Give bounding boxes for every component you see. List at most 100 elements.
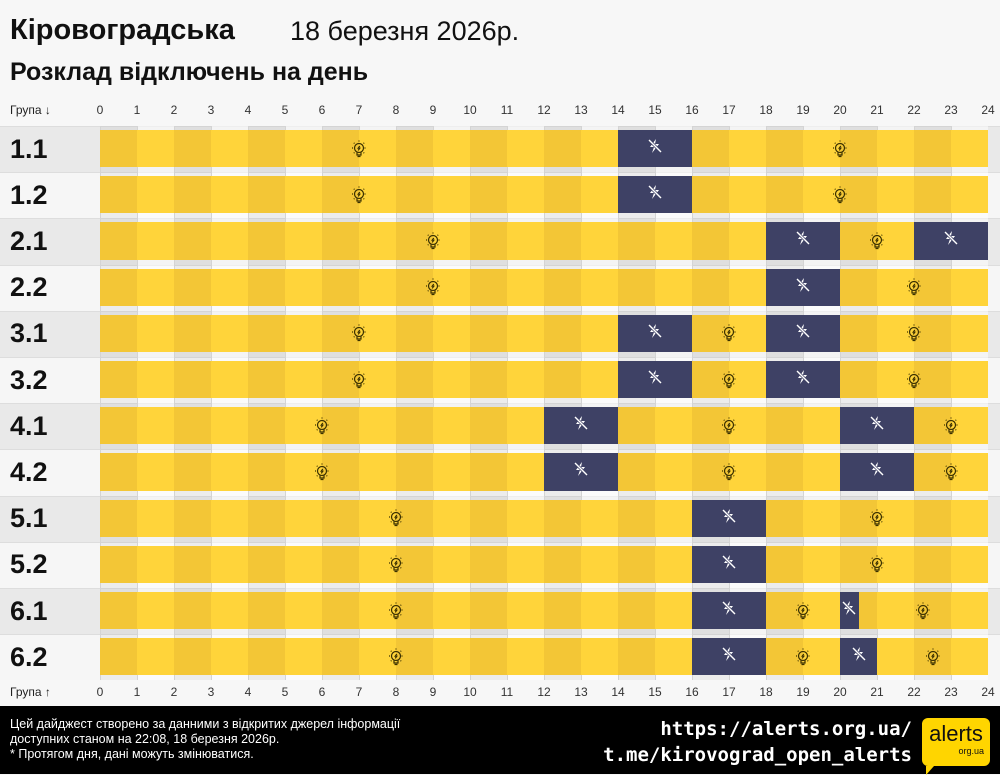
no-power-icon (646, 368, 664, 391)
no-power-icon (942, 229, 960, 252)
power-on-cell (544, 545, 581, 583)
power-on-cell (914, 268, 951, 306)
power-on-cell (248, 592, 285, 630)
power-on-cell (433, 361, 470, 399)
power-on-cell (914, 176, 951, 214)
tick-label-top: 14 (611, 103, 625, 117)
tick-label-top: 8 (392, 103, 400, 117)
power-on-cell (544, 268, 581, 306)
power-on-cell (211, 638, 248, 676)
power-on-cell (840, 130, 877, 168)
power-on-cell (359, 499, 396, 537)
power-on-cell (100, 176, 137, 214)
power-on-cell (840, 361, 877, 399)
group-label: 4.1 (10, 410, 48, 441)
tick-label-top: 12 (537, 103, 551, 117)
power-outage-block (840, 407, 914, 445)
lightbulb-icon (865, 546, 889, 583)
power-on-cell (285, 499, 322, 537)
power-on-cell (137, 407, 174, 445)
power-on-cell (618, 268, 655, 306)
tick-label-top: 17 (722, 103, 736, 117)
tick-label-bottom: 4 (244, 685, 252, 699)
power-on-cell (174, 130, 211, 168)
logo-sub: org.ua (958, 746, 984, 756)
power-outage-block (618, 130, 692, 168)
power-on-cell (655, 638, 692, 676)
no-power-icon (794, 229, 812, 252)
lightbulb-icon (347, 361, 371, 398)
no-power-icon (720, 553, 738, 576)
site-link[interactable]: https://alerts.org.ua/ (660, 718, 912, 740)
telegram-link[interactable]: t.me/kirovograd_open_alerts (603, 744, 912, 766)
power-outage-block (618, 314, 692, 352)
power-outage-block (618, 176, 692, 214)
power-on-cell (840, 545, 877, 583)
tick-label-bottom: 10 (463, 685, 477, 699)
power-on-cell (729, 314, 766, 352)
power-on-cell (359, 130, 396, 168)
power-outage-block (692, 592, 766, 630)
tick-label-top: 19 (796, 103, 810, 117)
power-on-cell (766, 499, 803, 537)
no-power-icon (572, 414, 590, 437)
power-on-cell (137, 361, 174, 399)
power-on-cell (285, 407, 322, 445)
power-on-cell (581, 314, 618, 352)
lightbulb-icon (347, 176, 371, 213)
power-on-cell (507, 222, 544, 260)
power-on-cell (544, 176, 581, 214)
power-outage-block (840, 592, 859, 630)
power-on-cell (322, 222, 359, 260)
power-on-cell (766, 176, 803, 214)
axis-top-label: Група ↓ (10, 103, 51, 117)
power-on-cell (581, 130, 618, 168)
power-outage-block (618, 361, 692, 399)
power-on-cell (914, 545, 951, 583)
tick-label-top: 3 (207, 103, 215, 117)
lightbulb-icon (384, 546, 408, 583)
tick-label-bottom: 21 (870, 685, 884, 699)
group-label: 3.1 (10, 318, 48, 349)
power-on-cell (285, 176, 322, 214)
power-on-cell (618, 407, 655, 445)
footer-note: Цей дайджест створено за данними з відкр… (10, 717, 400, 762)
power-on-cell (396, 638, 433, 676)
lightbulb-icon (717, 315, 741, 352)
axis-bottom-label: Група ↑ (10, 685, 51, 699)
power-on-cell (359, 268, 396, 306)
power-on-cell (359, 176, 396, 214)
power-on-cell (248, 222, 285, 260)
power-on-cell (877, 314, 914, 352)
power-on-cell (692, 268, 729, 306)
power-on-cell (433, 407, 470, 445)
lightbulb-icon (717, 453, 741, 490)
alerts-logo: alerts org.ua (922, 718, 990, 775)
tick-label-bottom: 11 (500, 685, 514, 699)
power-on-cell (174, 545, 211, 583)
lightbulb-icon (939, 453, 963, 490)
power-on-cell (840, 222, 877, 260)
tick-label-top: 7 (355, 103, 363, 117)
power-on-cell (729, 361, 766, 399)
tick-label-top: 1 (133, 103, 141, 117)
power-on-cell (100, 453, 137, 491)
power-on-cell (396, 268, 433, 306)
power-on-cell (322, 453, 359, 491)
power-on-cell (211, 314, 248, 352)
power-on-cell (211, 361, 248, 399)
power-on-cell (507, 314, 544, 352)
power-on-cell (470, 545, 507, 583)
power-on-cell (951, 407, 988, 445)
power-on-cell (840, 176, 877, 214)
power-on-cell (507, 407, 544, 445)
lightbulb-icon (902, 361, 926, 398)
lightbulb-icon (717, 361, 741, 398)
power-on-cell (803, 638, 840, 676)
power-on-cell (544, 130, 581, 168)
power-on-cell (100, 130, 137, 168)
power-on-cell (581, 592, 618, 630)
no-power-icon (850, 645, 868, 668)
power-on-cell (766, 130, 803, 168)
power-on-cell (951, 592, 988, 630)
